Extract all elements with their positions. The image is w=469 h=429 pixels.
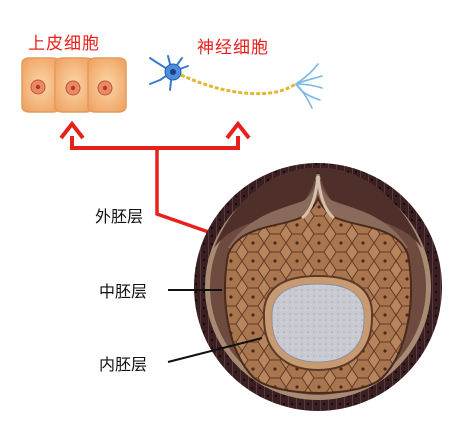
endoderm-label: 内胚层 xyxy=(99,355,148,374)
nerve-cell-label: 神经细胞 xyxy=(197,38,269,58)
differentiation-arrows xyxy=(59,120,251,238)
epithelial-cell-label: 上皮细胞 xyxy=(28,34,100,54)
epithelial-cells-image xyxy=(21,57,127,113)
embryo-cross-section-image xyxy=(194,163,442,411)
nerve-cell-image xyxy=(149,55,323,109)
ectoderm-label: 外胚层 xyxy=(95,207,144,226)
layer-pointer-lines xyxy=(167,289,263,363)
mesoderm-label: 中胚层 xyxy=(99,282,148,301)
